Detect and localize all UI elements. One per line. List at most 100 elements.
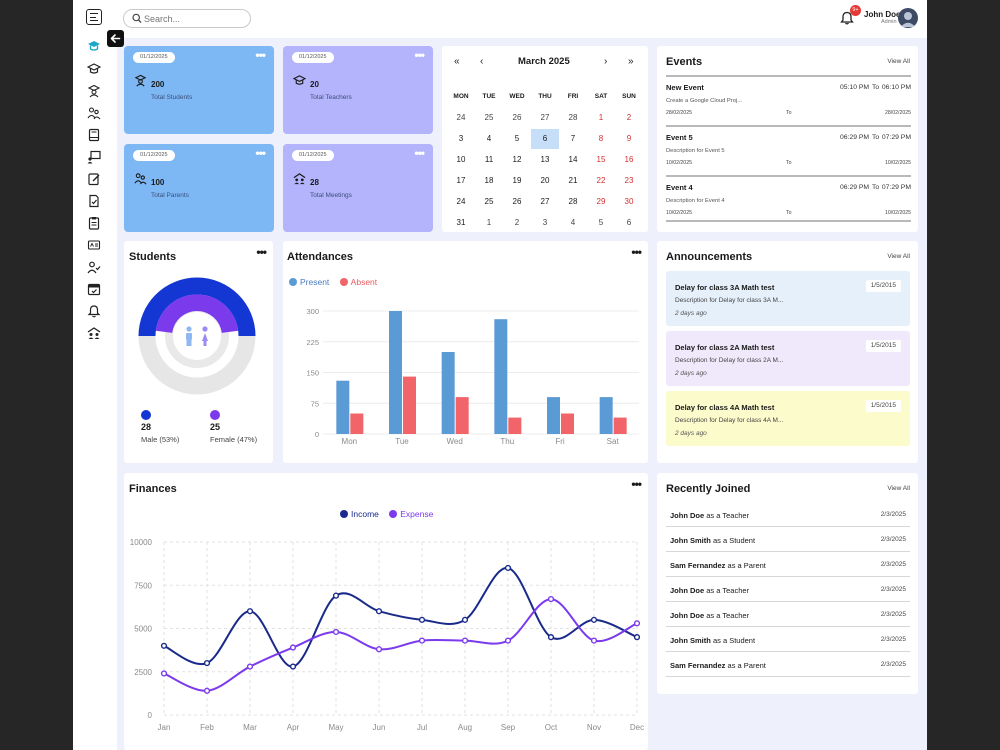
clipboard-icon[interactable] bbox=[87, 216, 101, 230]
calendar-day[interactable]: 19 bbox=[512, 176, 522, 185]
recently-joined-row[interactable]: John Doe as a Teacher 2/3/2025 bbox=[666, 602, 910, 627]
calendar-day[interactable]: 4 bbox=[570, 218, 576, 227]
calendar-day-selected[interactable]: 6 bbox=[531, 129, 559, 149]
event-item[interactable]: New Event 05:10 PM To 06:10 PM Create a Goog… bbox=[666, 75, 911, 120]
calendar-day[interactable]: 14 bbox=[568, 155, 578, 164]
calendar-day[interactable]: 24 bbox=[456, 197, 466, 206]
calendar-day[interactable]: 1 bbox=[598, 113, 604, 122]
recently-joined-row[interactable]: John Doe as a Teacher 2/3/2025 bbox=[666, 577, 910, 602]
more-options-icon[interactable]: ••• bbox=[631, 477, 642, 491]
recently-joined-row[interactable]: Sam Fernandez as a Parent 2/3/2025 bbox=[666, 652, 910, 677]
recently-joined-row[interactable]: John Smith as a Student 2/3/2025 bbox=[666, 627, 910, 652]
calendar-day[interactable]: 16 bbox=[624, 155, 634, 164]
prev-month-button[interactable]: ‹ bbox=[480, 56, 484, 67]
calendar-day[interactable]: 31 bbox=[456, 218, 466, 227]
calendar-day[interactable]: 5 bbox=[598, 218, 604, 227]
calendar-day[interactable]: 26 bbox=[512, 197, 522, 206]
graduation-cap-icon[interactable] bbox=[87, 39, 101, 53]
announcement-item[interactable]: Delay for class 3A Math test 1/5/2015 Desc… bbox=[666, 271, 910, 326]
exam-icon[interactable] bbox=[87, 194, 101, 208]
book-icon[interactable] bbox=[87, 128, 101, 142]
events-view-all-link[interactable]: View All bbox=[887, 58, 910, 65]
calendar-day[interactable]: 9 bbox=[626, 134, 632, 143]
calendar-day[interactable]: 18 bbox=[484, 176, 494, 185]
avatar[interactable] bbox=[898, 8, 918, 28]
recently-joined-row[interactable]: John Doe as a Teacher 2/3/2025 bbox=[666, 502, 910, 527]
more-options-icon[interactable]: ••• bbox=[414, 48, 425, 62]
stat-card-students[interactable]: 01/12/2025 ••• 200 Total Students bbox=[124, 46, 274, 134]
result-icon[interactable] bbox=[87, 238, 101, 252]
calendar-day[interactable]: 8 bbox=[598, 134, 604, 143]
calendar-day[interactable]: 2 bbox=[626, 113, 632, 122]
calendar-day[interactable]: 20 bbox=[540, 176, 550, 185]
legend-present[interactable]: Present bbox=[289, 277, 329, 287]
meeting-icon[interactable] bbox=[87, 326, 101, 340]
more-options-icon[interactable]: ••• bbox=[255, 48, 266, 62]
next-month-button[interactable]: › bbox=[604, 56, 608, 67]
more-options-icon[interactable]: ••• bbox=[631, 245, 642, 259]
calendar-day[interactable]: 26 bbox=[512, 113, 522, 122]
parents-icon[interactable] bbox=[87, 106, 101, 120]
calendar-day[interactable]: 17 bbox=[456, 176, 466, 185]
legend-expense[interactable]: Expense bbox=[389, 509, 433, 519]
recently-joined-view-all-link[interactable]: View All bbox=[887, 485, 910, 492]
announcements-view-all-link[interactable]: View All bbox=[887, 253, 910, 260]
calendar-day[interactable]: 25 bbox=[484, 113, 494, 122]
calendar-day[interactable]: 27 bbox=[540, 197, 550, 206]
legend-absent[interactable]: Absent bbox=[339, 277, 377, 287]
calendar-day[interactable]: 30 bbox=[624, 197, 634, 206]
calendar-day[interactable]: 1 bbox=[486, 218, 492, 227]
calendar-day[interactable]: 3 bbox=[458, 134, 464, 143]
calendar-day[interactable]: 6 bbox=[626, 218, 632, 227]
calendar-day[interactable]: 25 bbox=[484, 197, 494, 206]
announcement-icon[interactable] bbox=[87, 304, 101, 318]
calendar-day[interactable]: 5 bbox=[514, 134, 520, 143]
search-box[interactable] bbox=[123, 9, 251, 28]
calendar-day[interactable]: 28 bbox=[568, 113, 578, 122]
announcement-item[interactable]: Delay for class 2A Math test 1/5/2015 Desc… bbox=[666, 331, 910, 386]
menu-toggle-button[interactable] bbox=[86, 9, 102, 25]
calendar-day[interactable]: 23 bbox=[624, 176, 634, 185]
calendar-day[interactable]: 11 bbox=[484, 155, 494, 164]
calendar-day[interactable]: 22 bbox=[596, 176, 606, 185]
calendar-day[interactable]: 13 bbox=[540, 155, 550, 164]
calendar-day[interactable]: 28 bbox=[568, 197, 578, 206]
x-tick-label: Thu bbox=[500, 437, 514, 446]
recently-joined-row[interactable]: Sam Fernandez as a Parent 2/3/2025 bbox=[666, 552, 910, 577]
calendar-day[interactable]: 10 bbox=[456, 155, 466, 164]
announcement-item[interactable]: Delay for class 4A Math test 1/5/2015 Desc… bbox=[666, 391, 910, 446]
more-options-icon[interactable]: ••• bbox=[256, 245, 267, 259]
event-item[interactable]: Event 4 06:29 PM To 07:29 PM Description for… bbox=[666, 175, 911, 220]
calendar-day[interactable]: 21 bbox=[568, 176, 578, 185]
student-icon[interactable] bbox=[87, 84, 101, 98]
collapse-sidebar-button[interactable] bbox=[107, 30, 124, 47]
calendar-day[interactable]: 7 bbox=[570, 134, 576, 143]
stat-card-parents[interactable]: 01/12/2025 ••• 100 Total Parents bbox=[124, 144, 274, 232]
recently-joined-row[interactable]: John Smith as a Student 2/3/2025 bbox=[666, 527, 910, 552]
calendar-day[interactable]: 15 bbox=[596, 155, 606, 164]
teacher-board-icon[interactable] bbox=[87, 150, 101, 164]
prev-year-button[interactable]: « bbox=[454, 56, 460, 67]
calendar-event-icon[interactable] bbox=[87, 282, 101, 296]
calendar-day[interactable]: 24 bbox=[456, 113, 466, 122]
more-options-icon[interactable]: ••• bbox=[414, 146, 425, 160]
event-item[interactable]: Event 5 06:29 PM To 07:29 PM Description for… bbox=[666, 125, 911, 170]
calendar-day[interactable]: 2 bbox=[514, 218, 520, 227]
stat-card-teachers[interactable]: 01/12/2025 ••• 20 Total Teachers bbox=[283, 46, 433, 134]
next-year-button[interactable]: » bbox=[628, 56, 634, 67]
notification-bell-icon[interactable] bbox=[840, 11, 854, 25]
joined-date: 2/3/2025 bbox=[880, 511, 906, 518]
calendar-day[interactable]: 12 bbox=[512, 155, 522, 164]
point-expense bbox=[246, 663, 254, 670]
stat-card-meetings[interactable]: 01/12/2025 ••• 28 Total Meetings bbox=[283, 144, 433, 232]
assignment-icon[interactable] bbox=[87, 172, 101, 186]
more-options-icon[interactable]: ••• bbox=[255, 146, 266, 160]
calendar-day[interactable]: 27 bbox=[540, 113, 550, 122]
calendar-day[interactable]: 3 bbox=[542, 218, 548, 227]
legend-income[interactable]: Income bbox=[340, 509, 379, 519]
attendance-icon[interactable] bbox=[87, 260, 101, 274]
calendar-day[interactable]: 29 bbox=[596, 197, 606, 206]
calendar-day[interactable]: 4 bbox=[486, 134, 492, 143]
search-input[interactable] bbox=[144, 12, 244, 26]
school-icon[interactable] bbox=[87, 62, 101, 76]
